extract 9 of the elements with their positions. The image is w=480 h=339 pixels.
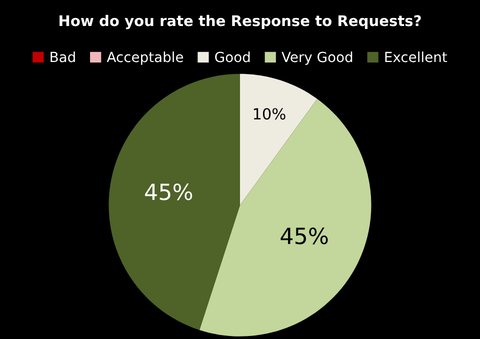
legend-label: Good	[215, 51, 250, 62]
legend-label: Bad	[50, 51, 75, 62]
legend-label: Excellent	[385, 51, 448, 62]
chart-title: How do you rate the Response to Requests?	[60, 14, 421, 30]
data-label: 45%	[145, 183, 192, 200]
data-label: 10%	[254, 108, 286, 120]
legend-label: Acceptable	[106, 51, 184, 65]
legend-label: Very Good	[282, 51, 352, 65]
data-label: 45%	[280, 228, 328, 244]
